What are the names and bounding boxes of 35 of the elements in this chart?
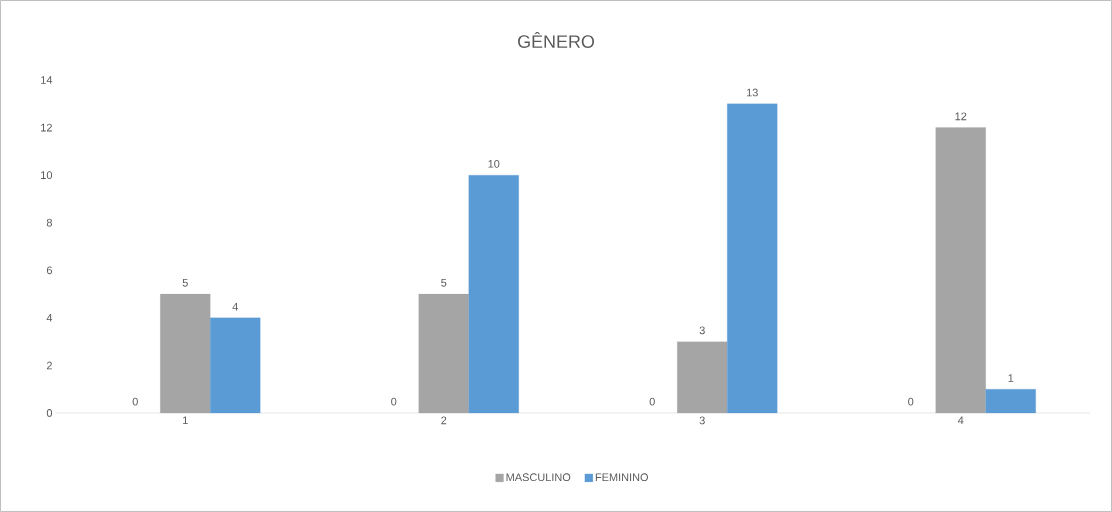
- y-tick-label: 14: [41, 76, 53, 84]
- y-tick-label: 0: [46, 409, 53, 417]
- data-label: 1: [1008, 374, 1014, 382]
- annotation: 0: [908, 397, 914, 406]
- bar: [418, 293, 469, 414]
- data-label: 13: [746, 88, 758, 97]
- bar: [468, 175, 519, 414]
- y-tick-label: 6: [46, 266, 53, 275]
- data-label: 10: [488, 159, 500, 168]
- bar: [727, 103, 778, 414]
- x-tick-label: 1: [183, 416, 188, 425]
- annotation: 0: [132, 397, 138, 406]
- y-tick-label: 10: [41, 171, 53, 180]
- annotation: 0: [649, 397, 655, 406]
- y-tick-label: 12: [41, 123, 52, 132]
- data-label: 5: [441, 279, 447, 287]
- x-tick-label: 2: [441, 416, 447, 425]
- bar: [985, 389, 1036, 414]
- y-tick-label: 8: [46, 218, 53, 227]
- chart-title: GÊNERO: [518, 32, 595, 48]
- bar: [935, 127, 986, 414]
- legend-label: MASCULINO: [506, 473, 571, 482]
- bar: [677, 341, 728, 414]
- data-label: 5: [182, 279, 188, 287]
- legend-label: FEMININO: [595, 473, 648, 482]
- y-tick-label: 4: [46, 314, 53, 322]
- annotation: 0: [391, 397, 397, 406]
- bar: [160, 293, 211, 414]
- data-label: 12: [955, 112, 967, 121]
- data-label: 4: [232, 302, 238, 311]
- bar: [210, 317, 261, 414]
- x-tick-label: 4: [957, 416, 964, 425]
- x-tick-label: 3: [699, 416, 705, 425]
- y-tick-label: 2: [46, 361, 52, 370]
- data-label: 3: [699, 326, 705, 335]
